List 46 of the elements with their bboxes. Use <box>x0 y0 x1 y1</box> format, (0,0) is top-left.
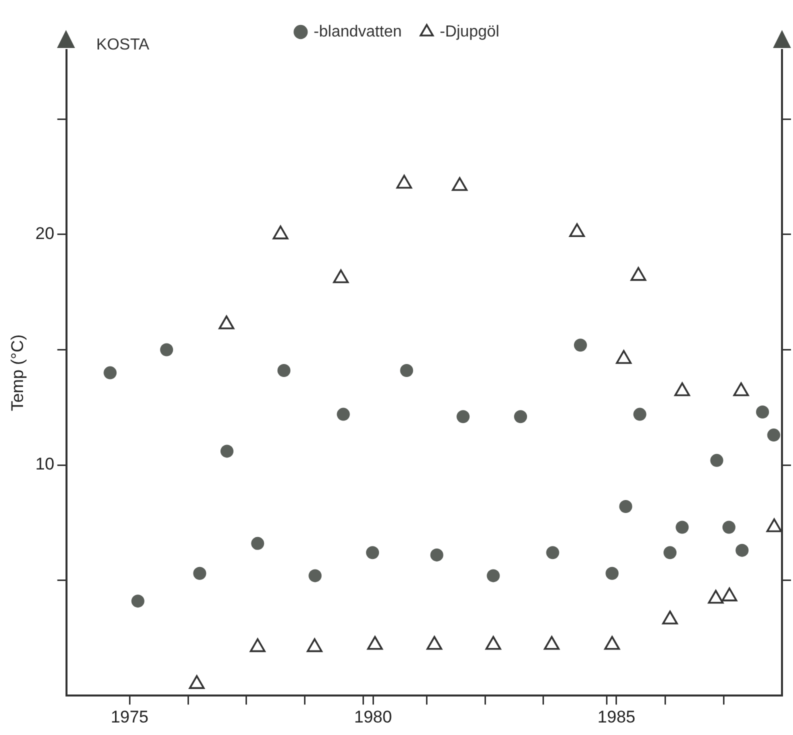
point <box>272 226 288 240</box>
y-tick-label: 20 <box>35 224 54 244</box>
point <box>569 223 585 238</box>
point <box>456 410 470 424</box>
point <box>131 594 144 608</box>
point <box>160 343 174 356</box>
point <box>430 548 444 562</box>
point <box>251 536 264 550</box>
x-tick-label: 1985 <box>598 707 636 726</box>
point <box>277 364 290 377</box>
point <box>616 350 632 364</box>
legend-label: -blandvatten <box>314 23 402 40</box>
y-tick-label: 10 <box>35 454 54 474</box>
point <box>736 544 749 557</box>
point <box>336 408 350 421</box>
point <box>674 382 690 396</box>
point <box>308 569 322 582</box>
point <box>193 566 206 580</box>
point <box>664 546 677 560</box>
point <box>366 546 380 560</box>
chart-title: KOSTA <box>96 36 150 54</box>
x-tick-label: 1975 <box>110 707 149 726</box>
point <box>733 382 749 396</box>
legend-label: -Djupgöl <box>440 23 500 40</box>
point <box>606 566 619 580</box>
point <box>546 546 560 560</box>
point <box>218 315 234 330</box>
x-tick-label: 1980 <box>354 707 392 726</box>
point <box>452 177 468 191</box>
y-axis-title: Temp (°C) <box>8 334 27 412</box>
point <box>486 569 500 582</box>
point <box>574 338 587 352</box>
point <box>619 500 632 514</box>
point <box>676 520 689 534</box>
point <box>396 174 412 189</box>
point <box>333 269 349 284</box>
point <box>514 410 528 424</box>
point <box>104 366 117 380</box>
point <box>767 428 780 442</box>
point <box>220 444 234 458</box>
point <box>630 267 646 281</box>
point <box>722 520 736 534</box>
point <box>756 405 770 418</box>
point <box>400 364 414 377</box>
point <box>633 408 646 421</box>
point <box>710 454 724 467</box>
